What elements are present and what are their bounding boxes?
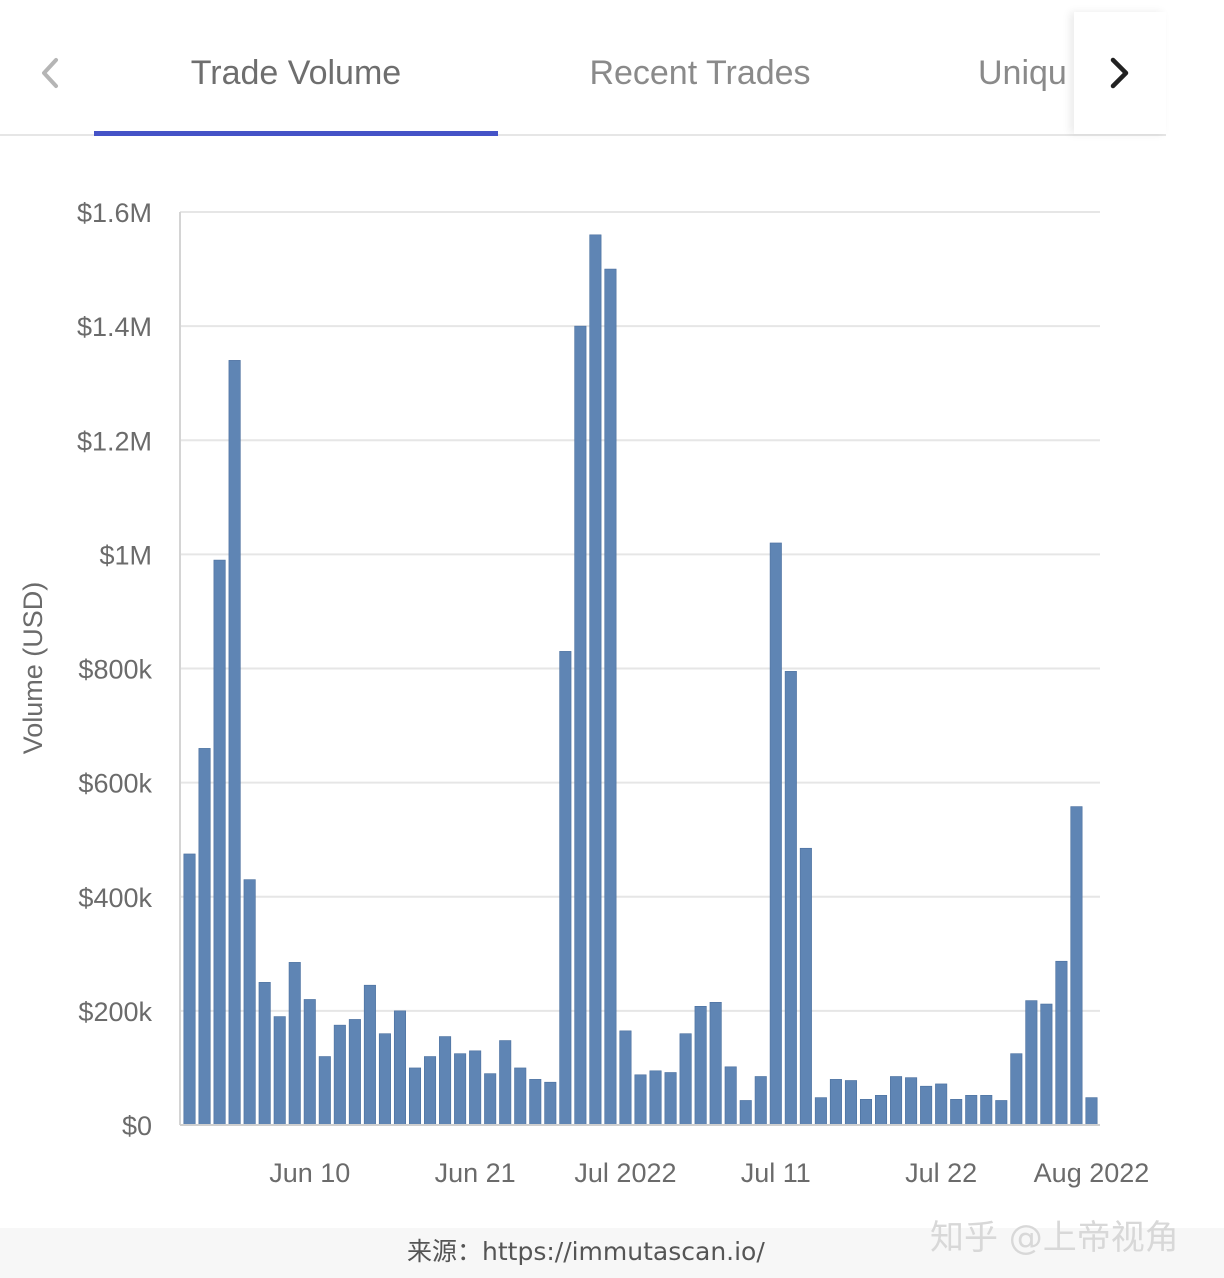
x-tick-label: Jul 22: [905, 1158, 977, 1188]
footer: 来源：https://immutascan.io/: [0, 1228, 1224, 1278]
bar: [634, 1074, 647, 1126]
bar: [769, 542, 782, 1126]
tab-label: Uniqu: [978, 54, 1067, 92]
bar: [469, 1050, 482, 1126]
y-tick-label: $1.2M: [77, 426, 152, 456]
bar: [559, 651, 572, 1126]
bar: [198, 748, 211, 1126]
bar: [890, 1076, 903, 1126]
bar: [980, 1095, 993, 1126]
bar: [213, 559, 226, 1126]
bar: [875, 1095, 888, 1126]
bar: [454, 1053, 467, 1126]
tab-recent-trades[interactable]: Recent Trades: [540, 50, 860, 134]
bar: [393, 1010, 406, 1126]
bar: [1010, 1053, 1023, 1126]
bar: [228, 360, 241, 1126]
x-tick-label: Aug 2022: [1034, 1158, 1150, 1188]
bar: [529, 1079, 542, 1126]
y-tick-label: $200k: [78, 997, 152, 1027]
bar: [784, 671, 797, 1126]
bar: [1070, 806, 1083, 1126]
bar: [1085, 1097, 1098, 1126]
bar: [589, 234, 602, 1126]
bar: [439, 1036, 452, 1126]
grid-lines: [180, 211, 1100, 1012]
bar: [333, 1024, 346, 1126]
tab-trade-volume[interactable]: Trade Volume: [94, 50, 498, 136]
bar: [814, 1097, 827, 1126]
bar: [709, 1002, 722, 1126]
bar: [424, 1056, 437, 1126]
bar: [950, 1099, 963, 1126]
bar: [183, 853, 196, 1126]
bar: [348, 1019, 361, 1126]
x-axis-ticks: Jun 10 Jun 21 Jul 2022 Jul 11 Jul 22 Aug 2022: [269, 1158, 1149, 1188]
bar: [574, 325, 587, 1126]
x-tick-label: Jun 10: [269, 1158, 350, 1188]
y-tick-label: $0: [122, 1111, 152, 1141]
bar: [544, 1081, 557, 1126]
y-axis-label: Volume (USD): [18, 582, 48, 755]
bar: [799, 847, 812, 1126]
bar: [905, 1077, 918, 1126]
x-tick-label: Jul 2022: [574, 1158, 676, 1188]
tab-label: Recent Trades: [589, 54, 811, 92]
bar: [694, 1006, 707, 1126]
bar: [965, 1095, 978, 1126]
bar: [408, 1067, 422, 1126]
bar: [995, 1100, 1008, 1126]
bar: [604, 268, 617, 1126]
bar: [679, 1033, 692, 1126]
prev-tab-button[interactable]: [30, 52, 70, 94]
y-tick-label: $1.4M: [77, 312, 152, 342]
bar: [935, 1083, 948, 1126]
chevron-left-icon: [42, 58, 58, 88]
bar: [664, 1072, 677, 1126]
y-tick-label: $1M: [99, 540, 152, 570]
y-tick-label: $1.6M: [77, 198, 152, 228]
tab-unique[interactable]: Uniqu: [960, 50, 1160, 134]
bar: [363, 984, 376, 1126]
bar: [739, 1100, 752, 1126]
bar: [844, 1080, 857, 1126]
bar: [303, 999, 316, 1126]
next-tab-button[interactable]: [1074, 12, 1166, 134]
tab-bar: Trade Volume Recent Trades Uniqu: [0, 0, 1166, 136]
x-tick-label: Jul 11: [741, 1158, 811, 1188]
bar: [649, 1070, 662, 1126]
bar: [499, 1040, 512, 1126]
bar: [920, 1085, 933, 1126]
bar: [378, 1033, 391, 1126]
bar: [1025, 1000, 1038, 1126]
source-text: 来源：https://immutascan.io/: [407, 1237, 765, 1266]
bar: [484, 1073, 497, 1126]
bar: [619, 1030, 632, 1126]
trade-volume-chart: $0 $200k $400k $600k $800k $1M $1.2M $1.4M $1.6M…: [18, 198, 1149, 1188]
watermark: 知乎 @上帝视角: [930, 1218, 1179, 1258]
chevron-right-icon: [1110, 57, 1129, 89]
y-axis-ticks: $0 $200k $400k $600k $800k $1M $1.2M $1.4M $1.6M: [77, 198, 153, 1141]
bars: [183, 234, 1098, 1126]
y-tick-label: $600k: [78, 769, 152, 799]
bar: [514, 1067, 527, 1126]
y-tick-label: $400k: [78, 883, 152, 913]
bar: [859, 1099, 873, 1126]
bar: [1040, 1003, 1053, 1126]
x-tick-label: Jun 21: [435, 1158, 516, 1188]
y-tick-label: $800k: [78, 655, 152, 685]
bar: [243, 879, 256, 1126]
bar: [754, 1076, 767, 1126]
bar: [1055, 960, 1068, 1126]
bar: [273, 1016, 286, 1126]
bar: [829, 1079, 842, 1126]
bar: [318, 1056, 331, 1126]
bar: [288, 962, 301, 1126]
bar: [724, 1066, 737, 1126]
tab-label: Trade Volume: [190, 54, 402, 92]
bar: [258, 982, 271, 1126]
